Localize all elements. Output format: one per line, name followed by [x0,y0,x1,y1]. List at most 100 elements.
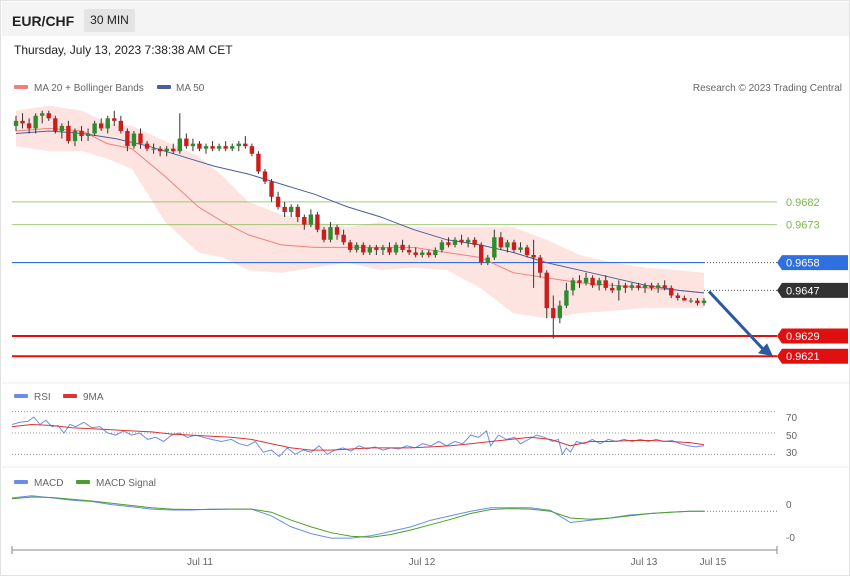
candle-body [341,234,346,243]
candle-body [223,146,228,149]
candle-body [688,300,694,302]
candle-body [13,120,19,126]
candle-body [610,287,615,291]
rsi-legend-label: RSI [34,392,51,403]
candle-body [315,214,320,230]
candle-body [328,227,333,240]
candle-body [413,252,418,255]
macd-tick-label: -0 [786,533,795,544]
candle-body [655,285,661,288]
candle-body [361,244,366,253]
candle-body [433,249,438,255]
candle-body [459,239,464,243]
candle-body [590,277,595,286]
macd-signal-legend-label: MACD Signal [96,478,156,489]
candle-body [564,290,569,306]
candle-body [53,118,58,131]
candle-body [46,113,51,119]
candle-body [138,133,143,144]
candle-body [649,285,654,288]
candle-body [695,300,700,304]
rsi-legend-swatch [14,394,28,398]
pivot-price-label: 0.9658 [786,258,820,270]
candle-body [66,125,71,142]
candle-body [544,272,549,309]
candle-body [92,123,97,134]
candle-body [426,252,431,255]
macd-legend-label: MACD [34,478,63,489]
candle-body [485,257,490,263]
candle-body [249,146,255,154]
credit-text: Research © 2023 Trading Central [693,83,842,94]
x-tick-label: Jul 12 [409,557,436,568]
candle-body [465,239,471,243]
x-tick-label: Jul 13 [631,557,658,568]
candle-body [518,247,523,250]
rsi-tick-label: 50 [786,431,798,442]
candle-body [98,123,104,129]
support-price-tag [777,348,848,364]
candle-body [347,242,353,250]
timeframe-button[interactable]: 30 MIN [84,9,135,32]
candle-body [511,242,517,250]
candle-body [216,146,222,149]
candle-body [557,305,563,319]
candle-body [354,244,359,250]
candle-body [230,146,235,149]
candle-body [446,242,451,245]
candle-body [177,138,183,152]
ma50-legend-swatch [157,85,171,89]
candle-body [171,148,176,152]
price-pane: 0.9682 0.9673 0.9658 0.9647 0.9629 0.9621 [12,105,848,364]
candle-body [59,125,65,131]
candle-body [157,148,163,152]
candle-body [275,196,281,207]
candle-body [295,206,300,218]
rsi-tick-label: 70 [786,413,798,424]
candle-body [596,280,602,286]
candle-body [498,237,504,248]
candle-body [72,130,78,142]
last-price-tag [777,282,848,298]
symbol-title: EUR/CHF [12,13,75,29]
candle-body [551,308,556,319]
candle-body [479,244,484,263]
candle-body [662,285,667,288]
forecast-arrow-shaft [707,290,768,354]
ma20-legend-label: MA 20 + Bollinger Bands [34,83,144,94]
candle-body [33,115,38,129]
macd-legend-swatch [14,480,28,484]
candle-body [256,153,261,172]
candle-body [197,143,202,149]
candle-body [531,254,536,258]
candle-body [125,130,130,147]
candle-body [387,247,392,253]
rsi-ma-line [11,423,705,451]
candle-body [505,242,510,248]
candle-body [164,148,169,152]
macd-signal-legend-swatch [76,480,90,484]
candle-body [603,280,608,288]
macd-line [11,495,704,539]
pivot-price-tag [777,255,848,271]
candle-body [144,143,150,149]
resistance-price-label: 0.9682 [786,197,820,209]
rsi-pane [11,411,777,458]
candle-body [380,247,386,250]
bollinger-band [16,105,704,319]
macd-pane [11,495,777,539]
chart-header: EUR/CHF 30 MIN [2,2,849,36]
candle-body [629,285,635,288]
x-tick-label: Jul 11 [187,557,213,568]
chart-datetime: Thursday, July 13, 2023 7:38:38 AM CET [14,43,233,57]
candle-body [210,146,215,149]
candle-body [85,133,91,137]
candle-body [243,143,248,147]
candle-body [105,118,110,129]
candle-body [570,280,576,291]
rsi-ma-legend-label: 9MA [83,392,104,403]
resistance-price-label: 0.9673 [786,220,820,232]
candle-body [26,123,32,129]
